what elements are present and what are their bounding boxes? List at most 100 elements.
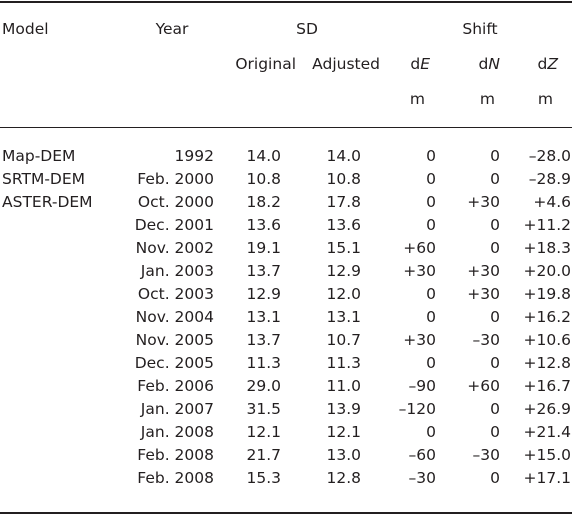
- header-dz-var: Z: [547, 55, 558, 73]
- cell-de: +30: [403, 331, 436, 349]
- cell-model: ASTER-DEM: [2, 193, 93, 211]
- cell-dn: 0: [490, 354, 500, 372]
- cell-dz: +16.7: [523, 377, 572, 395]
- cell-de: 0: [426, 308, 436, 326]
- cell-dn: 0: [490, 469, 500, 487]
- cell-adjusted: 10.7: [326, 331, 361, 349]
- cell-original: 13.1: [246, 308, 281, 326]
- cell-original: 21.7: [246, 446, 281, 464]
- cell-de: –60: [408, 446, 436, 464]
- cell-original: 10.8: [246, 170, 281, 188]
- header-dn: dN: [440, 54, 500, 74]
- cell-year: Oct. 2000: [137, 193, 214, 211]
- cell-dn: 0: [490, 239, 500, 257]
- cell-adjusted: 13.9: [326, 400, 361, 418]
- cell-adjusted: 13.1: [326, 308, 361, 326]
- cell-adjusted: 12.8: [326, 469, 361, 487]
- cell-original: 13.7: [246, 262, 281, 280]
- header-de: dE: [380, 54, 430, 74]
- header-year: Year: [155, 20, 189, 38]
- cell-dn: +30: [467, 193, 500, 211]
- cell-adjusted: 14.0: [326, 147, 361, 165]
- cell-original: 13.6: [246, 216, 281, 234]
- cell-dz: +10.6: [523, 331, 572, 349]
- cell-year: Jan. 2007: [140, 400, 214, 418]
- cell-adjusted: 11.3: [326, 354, 361, 372]
- cell-dn: 0: [490, 308, 500, 326]
- cell-original: 12.1: [246, 423, 281, 441]
- unit-dz: m: [537, 90, 553, 108]
- cell-original: 29.0: [246, 377, 281, 395]
- cell-dn: 0: [490, 216, 500, 234]
- unit-dn: m: [479, 90, 495, 108]
- cell-adjusted: 13.6: [326, 216, 361, 234]
- cell-original: 14.0: [246, 147, 281, 165]
- cell-adjusted: 10.8: [326, 170, 361, 188]
- cell-adjusted: 12.0: [326, 285, 361, 303]
- cell-dz: +15.0: [523, 446, 572, 464]
- header-shift: Shift: [462, 20, 498, 38]
- cell-adjusted: 17.8: [326, 193, 361, 211]
- header-dn-prefix: d: [478, 55, 489, 73]
- header-sd: SD: [296, 20, 318, 38]
- cell-dn: –30: [472, 331, 500, 349]
- header-original: Original: [235, 55, 296, 73]
- cell-year: 1992: [174, 147, 214, 165]
- cell-de: 0: [426, 216, 436, 234]
- cell-model: SRTM-DEM: [2, 170, 86, 188]
- cell-year: Dec. 2001: [134, 216, 214, 234]
- cell-dz: –28.9: [528, 170, 571, 188]
- cell-de: –120: [398, 400, 436, 418]
- cell-adjusted: 15.1: [326, 239, 361, 257]
- header-dn-var: N: [488, 55, 500, 73]
- cell-dz: +21.4: [523, 423, 572, 441]
- cell-de: –30: [408, 469, 436, 487]
- cell-original: 18.2: [246, 193, 281, 211]
- cell-de: 0: [426, 147, 436, 165]
- header-rule: [0, 127, 572, 128]
- cell-dn: 0: [490, 147, 500, 165]
- cell-dn: 0: [490, 400, 500, 418]
- cell-dz: +11.2: [523, 216, 572, 234]
- header-de-var: E: [420, 55, 430, 73]
- cell-year: Oct. 2003: [137, 285, 214, 303]
- cell-dz: +17.1: [523, 469, 572, 487]
- header-model: Model: [2, 20, 49, 38]
- cell-dz: +12.8: [523, 354, 572, 372]
- cell-dz: +4.6: [533, 193, 571, 211]
- cell-adjusted: 12.1: [326, 423, 361, 441]
- cell-year: Feb. 2000: [137, 170, 214, 188]
- cell-de: 0: [426, 354, 436, 372]
- cell-original: 11.3: [246, 354, 281, 372]
- cell-original: 12.9: [246, 285, 281, 303]
- cell-dz: +16.2: [523, 308, 572, 326]
- cell-original: 15.3: [246, 469, 281, 487]
- bottom-rule: [0, 512, 572, 514]
- cell-original: 13.7: [246, 331, 281, 349]
- header-de-prefix: d: [410, 55, 421, 73]
- cell-year: Dec. 2005: [134, 354, 214, 372]
- cell-dn: 0: [490, 170, 500, 188]
- cell-year: Jan. 2008: [140, 423, 214, 441]
- cell-adjusted: 12.9: [326, 262, 361, 280]
- cell-year: Feb. 2008: [137, 469, 214, 487]
- cell-dn: –30: [472, 446, 500, 464]
- header-dz-prefix: d: [537, 55, 548, 73]
- cell-year: Nov. 2005: [135, 331, 214, 349]
- unit-de: m: [409, 90, 425, 108]
- cell-dz: +26.9: [523, 400, 572, 418]
- cell-dn: +30: [467, 262, 500, 280]
- cell-de: –90: [408, 377, 436, 395]
- header-dz: dZ: [500, 54, 558, 74]
- cell-year: Nov. 2002: [135, 239, 214, 257]
- cell-adjusted: 13.0: [326, 446, 361, 464]
- cell-de: 0: [426, 423, 436, 441]
- cell-year: Feb. 2006: [137, 377, 214, 395]
- cell-dn: +60: [467, 377, 500, 395]
- cell-year: Jan. 2003: [140, 262, 214, 280]
- top-rule: [0, 1, 572, 3]
- cell-de: +60: [403, 239, 436, 257]
- cell-dn: 0: [490, 423, 500, 441]
- cell-dn: +30: [467, 285, 500, 303]
